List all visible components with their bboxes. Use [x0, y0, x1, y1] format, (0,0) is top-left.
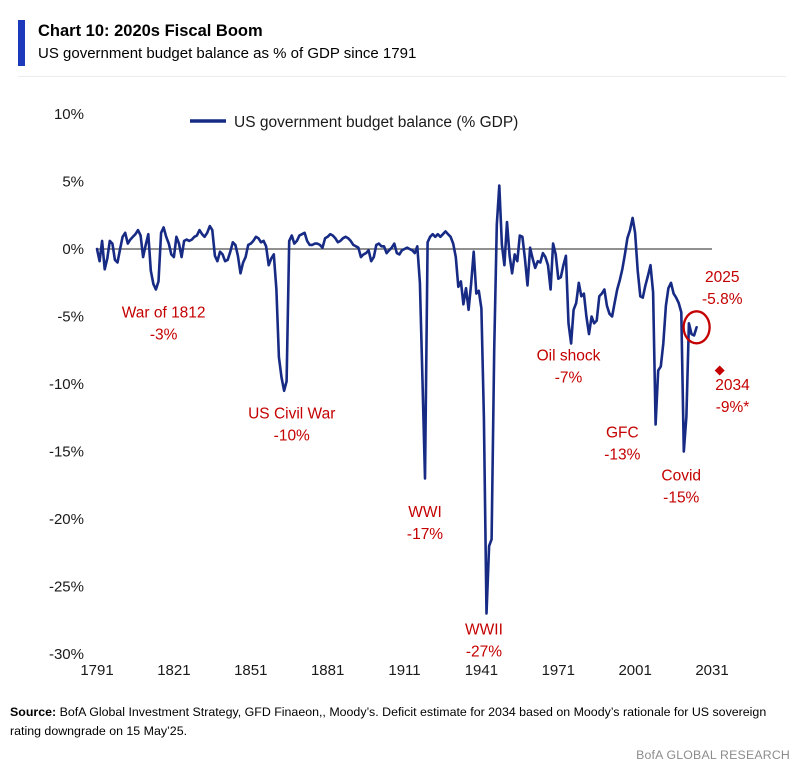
- event-annotation: US Civil War: [248, 406, 335, 423]
- x-axis-label: 1791: [80, 662, 113, 679]
- event-annotation: 2034: [715, 377, 750, 394]
- legend-label: US government budget balance (% GDP): [234, 114, 518, 131]
- event-annotation: -17%: [407, 526, 443, 543]
- highlight-circle-2025: [682, 310, 711, 345]
- y-axis-label: -25%: [49, 579, 84, 596]
- event-annotation: -7%: [555, 369, 583, 386]
- y-axis-label: -5%: [57, 309, 84, 326]
- y-axis-label: 10%: [54, 106, 84, 123]
- x-axis-label: 1821: [157, 662, 190, 679]
- x-axis-label: 1911: [388, 662, 420, 679]
- budget-balance-chart: 10% 5% 0% -5% -10% -15% -20% -25% -30%1791 1821 18…: [49, 106, 750, 679]
- event-annotation: -13%: [604, 446, 640, 463]
- budget-balance-line: [95, 184, 698, 615]
- bofa-global-research-brand: BofA GLOBAL RESEARCH: [636, 748, 790, 763]
- event-annotation: -15%: [663, 490, 699, 507]
- x-axis-label: 1881: [311, 662, 344, 679]
- event-annotation: -5.8%: [702, 291, 743, 308]
- y-axis-label: -10%: [49, 376, 84, 393]
- y-axis-label: -30%: [49, 646, 84, 663]
- title-accent-bar: [18, 20, 25, 66]
- event-annotation: -9%*: [716, 399, 750, 416]
- x-axis-label: 2031: [695, 662, 728, 679]
- x-axis-label: 1971: [542, 662, 575, 679]
- event-annotation: 2025: [705, 269, 739, 286]
- event-annotation: War of 1812: [122, 304, 206, 321]
- event-annotation: -27%: [466, 644, 502, 661]
- y-axis-label: 5%: [62, 174, 84, 191]
- y-axis-label: -15%: [49, 444, 84, 461]
- forecast-diamond-2034: [714, 365, 725, 376]
- chart-header: Chart 10: 2020s Fiscal Boom US governmen…: [18, 20, 786, 77]
- y-axis-label: 0%: [62, 241, 84, 258]
- event-annotation: -3%: [150, 326, 178, 343]
- event-annotation: WWII: [465, 622, 503, 639]
- title-block: Chart 10: 2020s Fiscal Boom US governmen…: [38, 20, 416, 66]
- chart-subtitle: US government budget balance as % of GDP…: [38, 45, 417, 62]
- x-axis-label: 1941: [465, 662, 498, 679]
- event-annotation: -10%: [274, 428, 310, 445]
- chart-footer: Source: BofA Global Investment Strategy,…: [0, 701, 804, 765]
- x-axis-label: 2001: [618, 662, 651, 679]
- source-line: Source: BofA Global Investment Strategy,…: [10, 703, 790, 740]
- x-axis-label: 1851: [234, 662, 267, 679]
- event-annotation: GFC: [606, 424, 639, 441]
- chart-title: Chart 10: 2020s Fiscal Boom: [38, 22, 263, 40]
- y-axis-label: -20%: [49, 511, 84, 528]
- event-annotation: WWI: [408, 504, 442, 521]
- source-text: BofA Global Investment Strategy, GFD Fin…: [10, 705, 767, 738]
- event-annotation: Covid: [661, 468, 701, 485]
- event-annotation: Oil shock: [537, 347, 601, 364]
- source-label: Source:: [10, 705, 57, 719]
